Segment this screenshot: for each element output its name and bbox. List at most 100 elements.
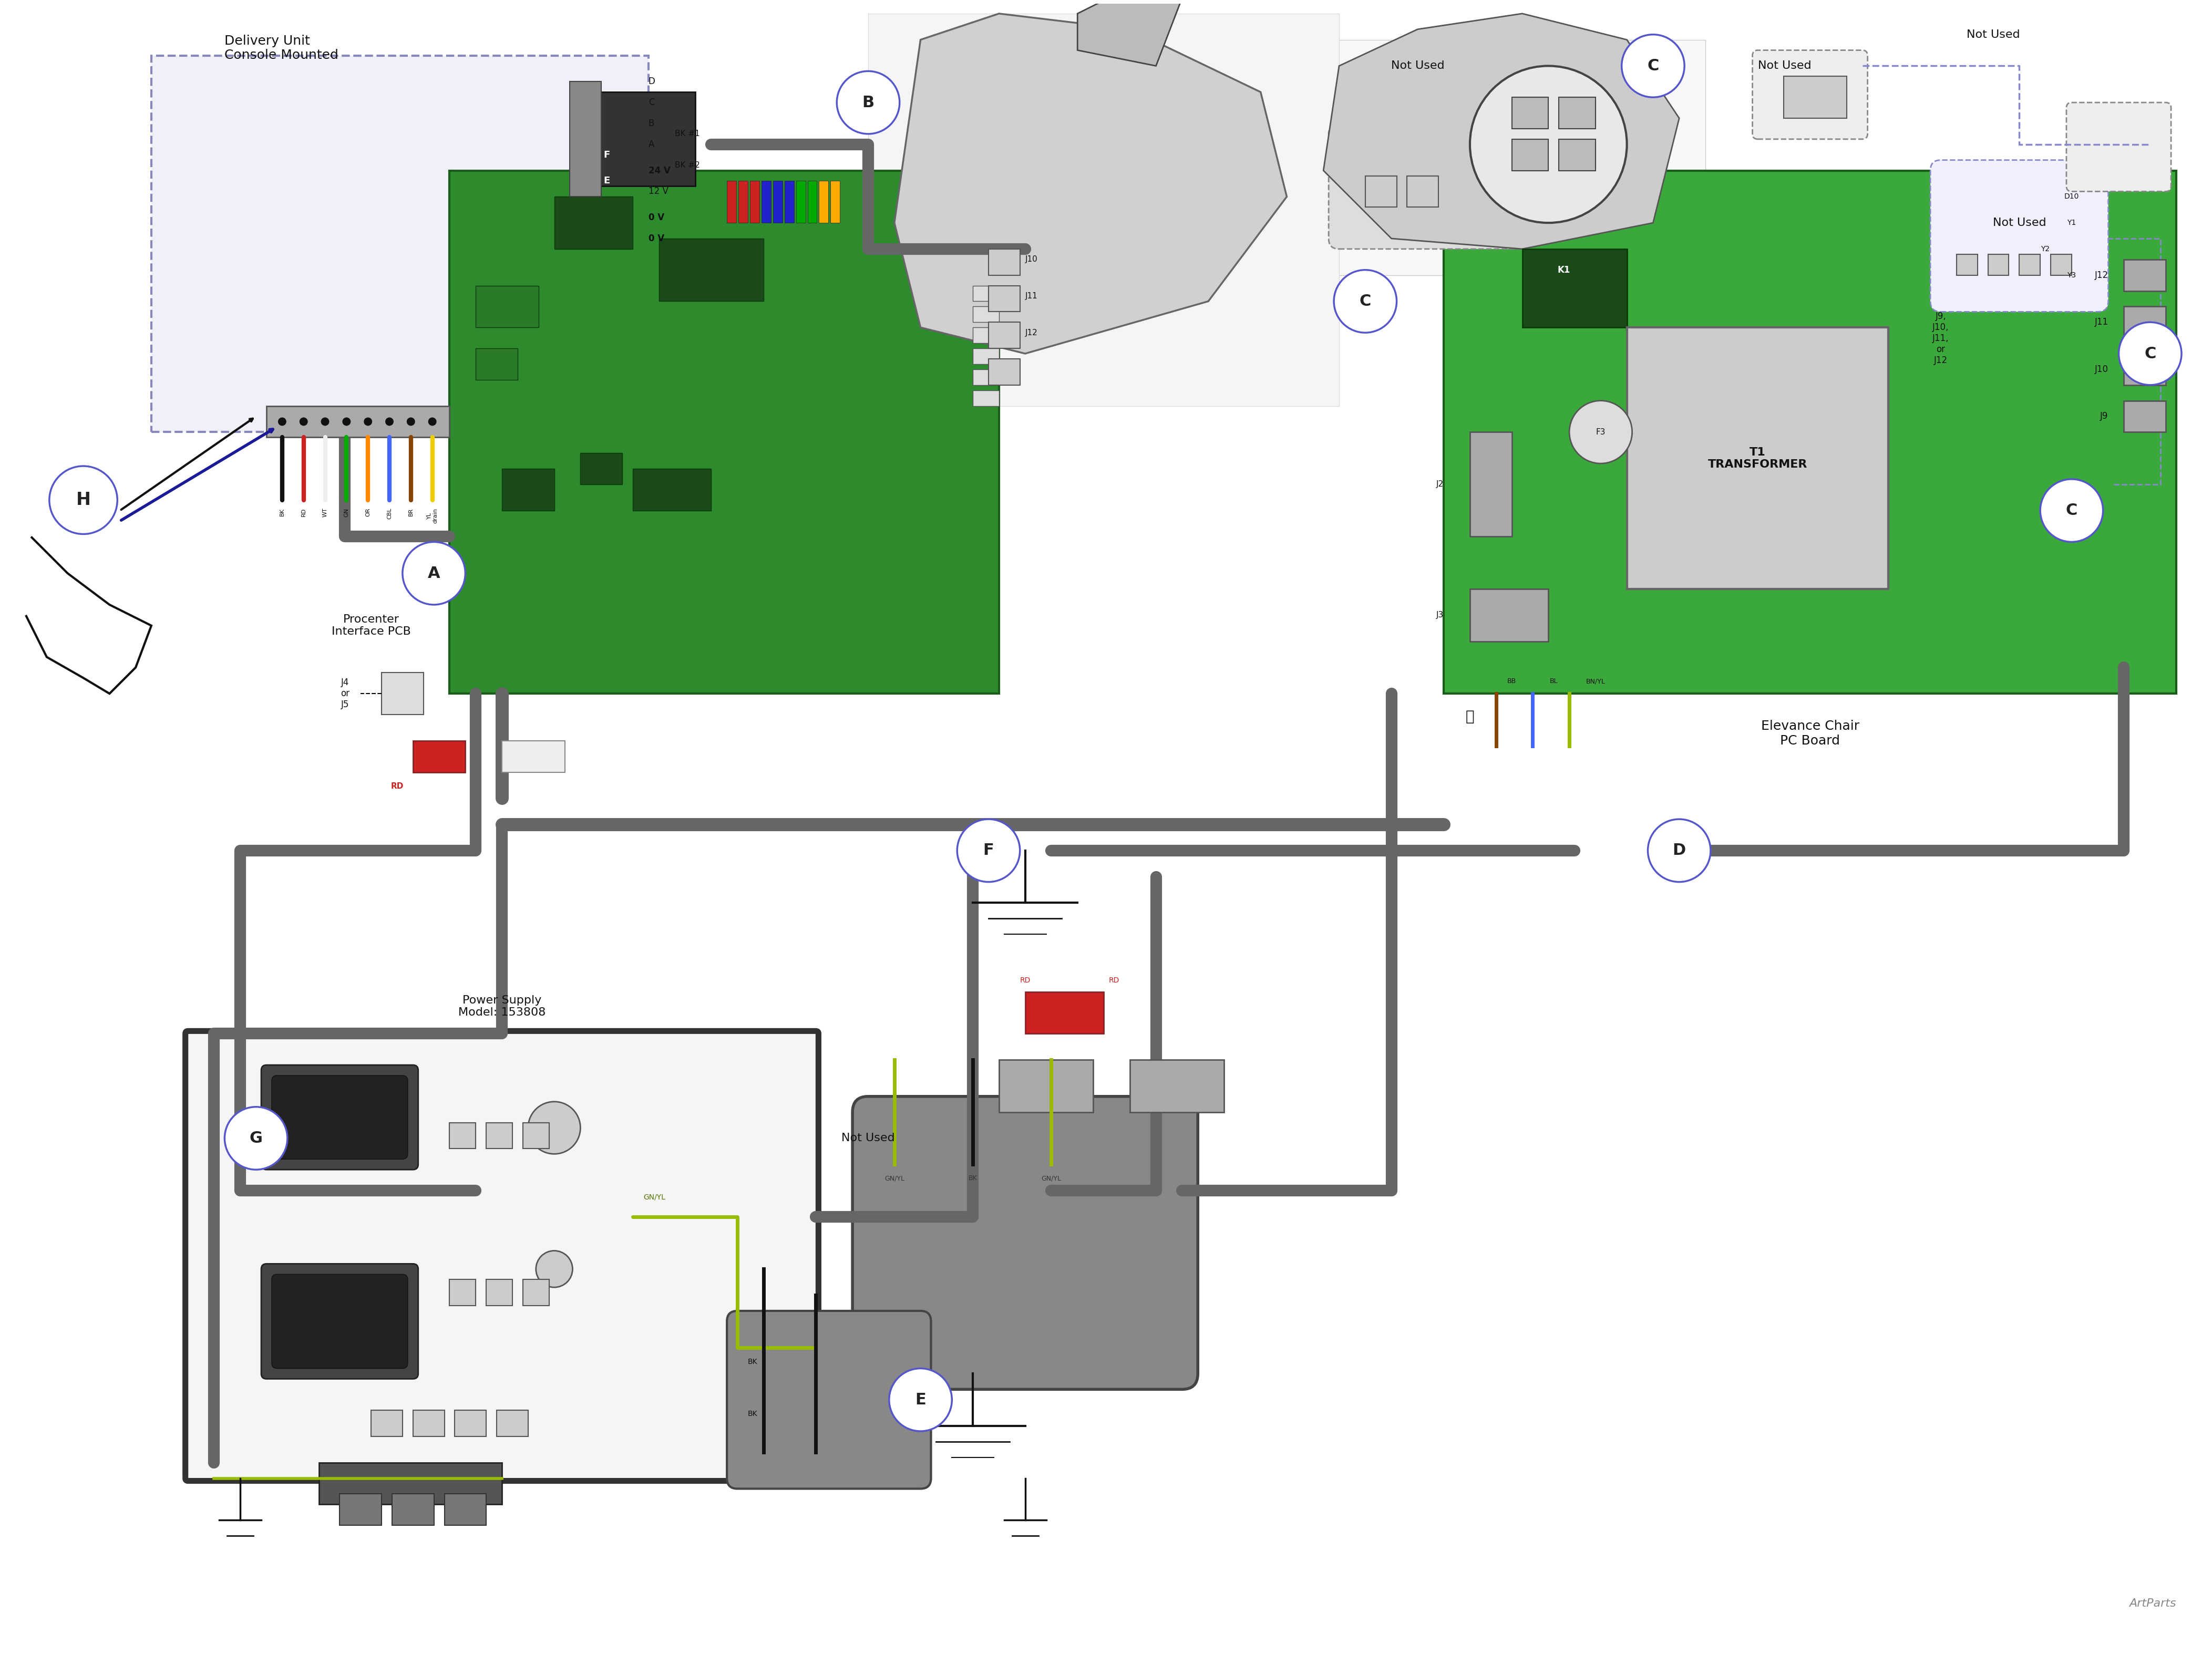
Text: Not Used: Not Used [1759,60,1812,72]
Bar [973,306,1000,323]
Text: J2: J2 [1436,481,1444,488]
FancyBboxPatch shape [186,1031,818,1480]
Text: D10: D10 [2064,193,2079,200]
Bar [1471,431,1511,536]
Circle shape [429,418,436,426]
Text: J12: J12 [1024,328,1037,336]
Circle shape [529,1102,580,1154]
Bar [2051,255,2073,275]
Text: BK: BK [279,508,285,516]
Bar [372,1410,403,1437]
FancyBboxPatch shape [272,1076,407,1159]
Bar [1989,255,2008,275]
Text: BN/YL: BN/YL [1586,678,1606,684]
Bar [1471,589,1548,641]
Text: Y3: Y3 [2068,271,2077,278]
Text: ArtParts: ArtParts [2130,1598,2177,1608]
Circle shape [1334,270,1396,333]
FancyBboxPatch shape [1931,160,2108,311]
Text: A: A [648,140,655,150]
Bar [1522,250,1626,328]
Circle shape [403,541,465,604]
FancyBboxPatch shape [1752,50,1867,140]
Text: BK: BK [969,1175,978,1182]
Text: F3: F3 [1595,428,1606,436]
Bar [487,1122,513,1149]
Bar [2020,255,2039,275]
Bar [728,181,737,223]
Circle shape [321,418,330,426]
Bar [1559,97,1595,128]
Bar [1511,97,1548,128]
FancyBboxPatch shape [272,1274,407,1369]
Bar [449,170,1000,694]
Text: GN/YL: GN/YL [644,1194,666,1200]
Circle shape [2039,480,2104,541]
Bar [498,1410,529,1437]
FancyBboxPatch shape [261,1264,418,1379]
Text: RD: RD [1108,977,1119,984]
Circle shape [226,1107,288,1169]
Text: GN: GN [343,508,349,516]
Text: 0 V: 0 V [648,233,664,243]
Text: Delivery Unit
Console Mounted: Delivery Unit Console Mounted [226,35,338,62]
Text: BK #1: BK #1 [675,130,699,138]
Polygon shape [1077,0,1181,67]
Circle shape [279,418,285,426]
Circle shape [2119,323,2181,385]
Text: RD: RD [1020,977,1031,984]
Bar [1407,176,1438,206]
Text: 12 V: 12 V [648,186,668,196]
Text: BK: BK [748,1410,759,1417]
Circle shape [1471,67,1626,223]
Bar [830,181,841,223]
Text: C: C [2066,503,2077,518]
Bar [761,181,770,223]
Polygon shape [894,13,1287,353]
Bar [2124,306,2166,338]
Circle shape [1621,35,1686,97]
Bar [265,406,449,438]
Bar [750,181,759,223]
Bar [1444,170,2177,694]
FancyBboxPatch shape [728,1310,931,1489]
Bar [383,673,422,714]
Bar [867,13,1338,406]
Circle shape [889,1369,951,1432]
Circle shape [1568,401,1632,463]
Bar [1958,255,1978,275]
Bar [476,286,538,328]
Circle shape [407,418,416,426]
Bar [1626,328,1889,589]
Text: RD: RD [301,508,305,516]
Bar [445,1494,487,1525]
Text: Not Used: Not Used [1391,60,1444,72]
Bar [414,741,465,773]
Text: E: E [916,1392,927,1407]
Bar [341,1494,383,1525]
Text: J9: J9 [2099,411,2108,421]
Bar [796,181,805,223]
Text: BB: BB [1506,678,1515,684]
Text: CBL: CBL [387,508,392,519]
FancyBboxPatch shape [2066,103,2170,191]
Text: J10: J10 [1024,255,1037,263]
Text: J9,
J10,
J11,
or
J12: J9, J10, J11, or J12 [1933,311,1949,365]
Bar [591,92,695,186]
Bar [973,328,1000,343]
Circle shape [299,418,307,426]
Bar [555,196,633,250]
Bar [739,181,748,223]
Circle shape [1648,819,1710,882]
Text: GN/YL: GN/YL [1042,1175,1062,1182]
Bar [818,181,830,223]
Text: B: B [863,95,874,110]
Bar [456,1410,487,1437]
Text: GN/YL: GN/YL [885,1175,905,1182]
Text: E: E [604,176,611,186]
Text: J11: J11 [2095,318,2108,326]
Circle shape [836,72,900,133]
Text: Not Used: Not Used [1993,218,2046,228]
Text: D: D [648,77,655,87]
Text: J3: J3 [1436,611,1444,619]
